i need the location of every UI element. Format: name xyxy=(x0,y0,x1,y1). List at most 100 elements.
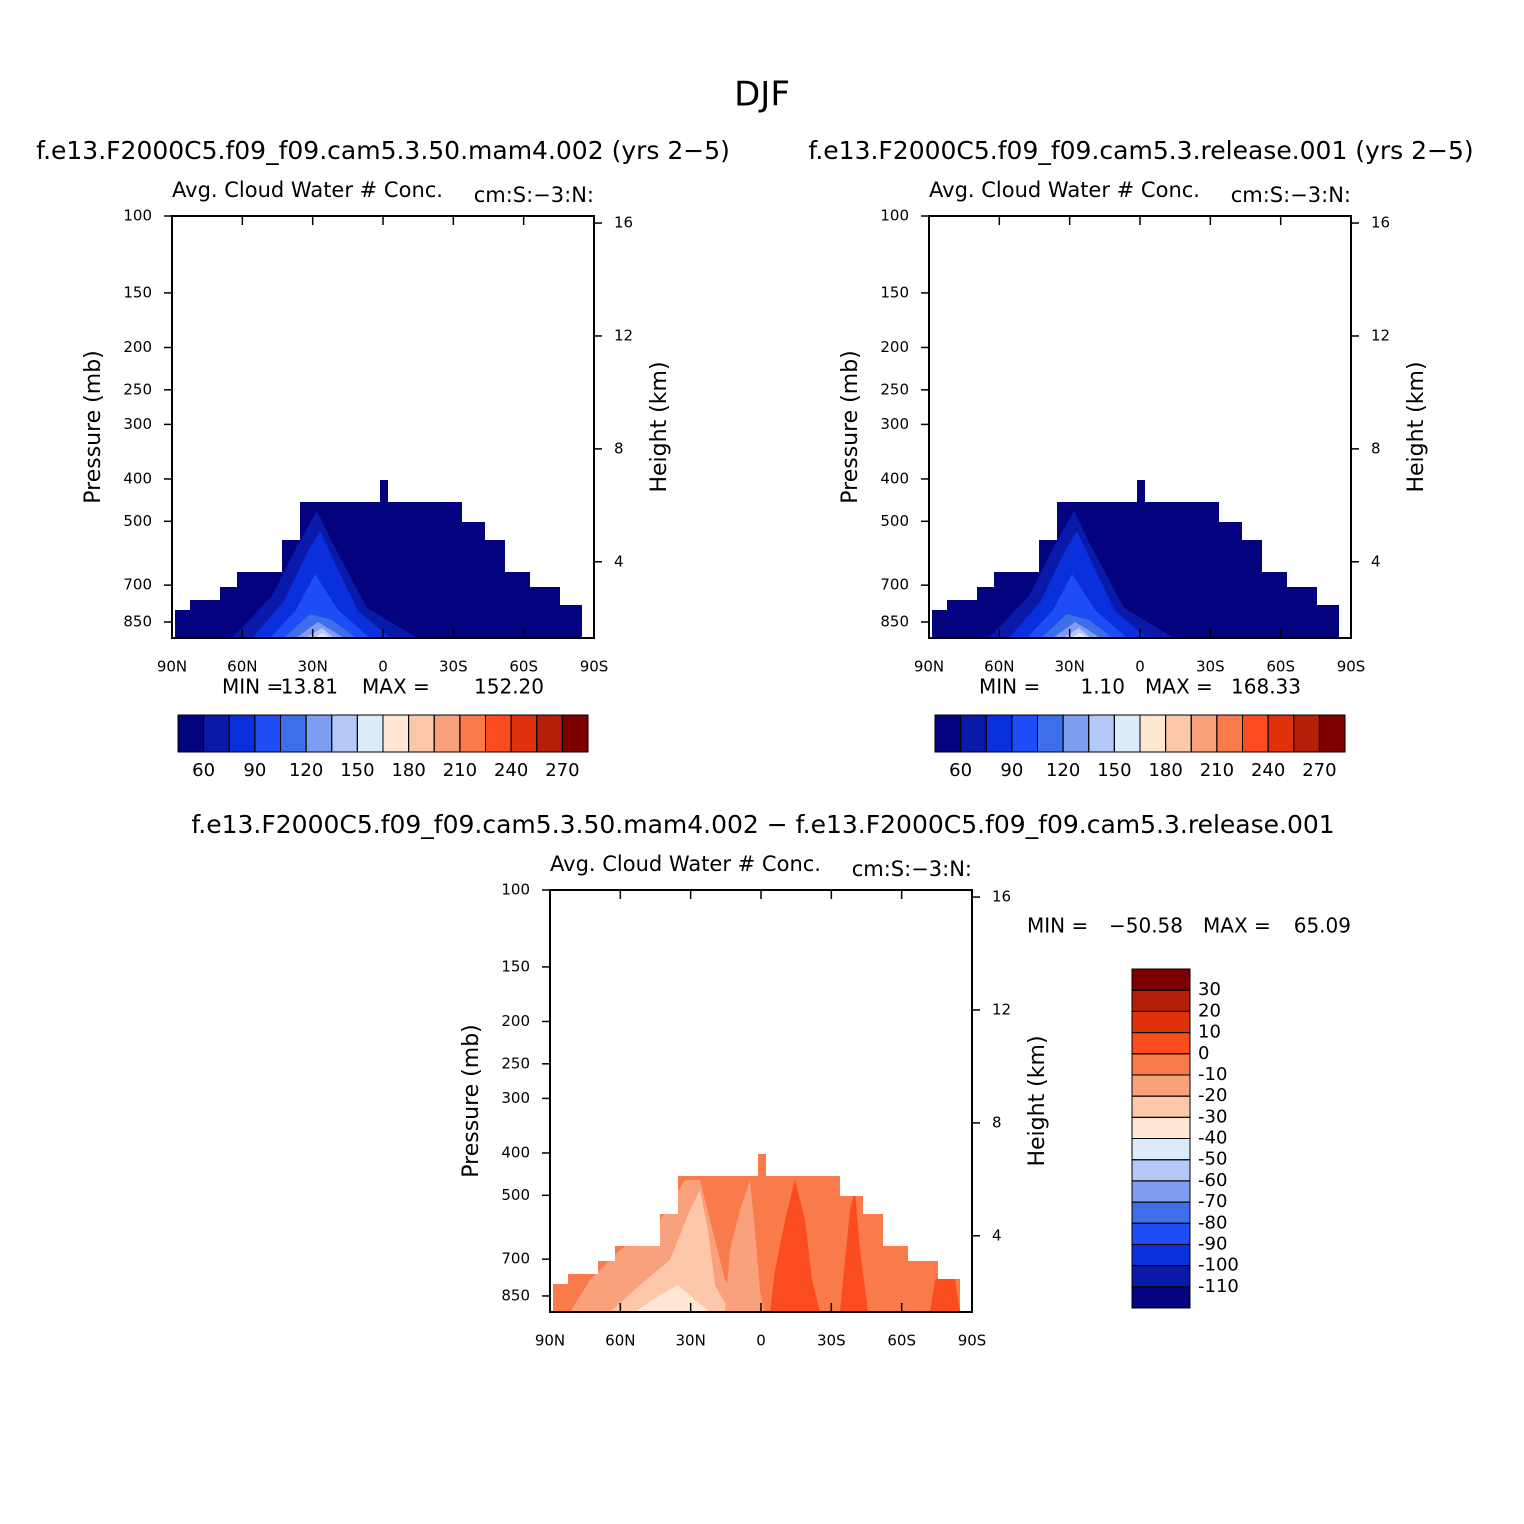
colorbar-box xyxy=(1131,1010,1191,1034)
y-tick-label: 250 xyxy=(880,380,909,398)
y-tick-label: 850 xyxy=(501,1286,530,1304)
colorbar-box xyxy=(1131,1180,1191,1203)
colorbar: 60 90 120 150 180 210 240 270 xyxy=(934,714,1346,781)
colorbar-label: -30 xyxy=(1198,1106,1227,1127)
y2-label-wrap: Height (km) xyxy=(1404,361,1429,492)
x-tick-label: 30N xyxy=(1055,658,1085,676)
y-tick-label: 250 xyxy=(501,1054,530,1072)
colorbar-box xyxy=(1037,714,1064,753)
colorbar-label: 210 xyxy=(443,760,477,781)
stat-value: −50.58 xyxy=(1109,914,1183,938)
colorbar-box xyxy=(331,714,358,753)
colorbar-label: 150 xyxy=(1097,760,1131,781)
colorbar-box xyxy=(485,714,512,753)
y-tick-label: 150 xyxy=(501,957,530,975)
stat-name: MIN = xyxy=(1027,914,1088,938)
y-tick-label: 700 xyxy=(123,576,152,594)
colorbar-box xyxy=(1131,1201,1191,1224)
colorbar-box xyxy=(1267,714,1295,753)
y2-tick-label: 16 xyxy=(992,888,1011,906)
x-tick-label: 30S xyxy=(439,658,468,676)
y-tick-label: 500 xyxy=(880,512,909,530)
y2-label-wrap: Height (km) xyxy=(1025,1035,1050,1166)
colorbar-box xyxy=(1131,1053,1191,1076)
colorbar-label: 240 xyxy=(494,760,528,781)
colorbar-box xyxy=(985,714,1013,753)
colorbar-label: -100 xyxy=(1198,1255,1239,1276)
x-tick-label: 90S xyxy=(958,1332,987,1350)
x-tick-label: 0 xyxy=(756,1332,766,1350)
colorbar-box xyxy=(177,714,205,753)
colorbar-label: -60 xyxy=(1198,1170,1227,1191)
y-axis-label: Pressure (mb) xyxy=(81,350,106,504)
y-tick-label: 700 xyxy=(880,576,909,594)
x-tick-label: 60S xyxy=(887,1332,916,1350)
colorbar-box xyxy=(510,714,538,753)
x-tick-label: 0 xyxy=(378,658,388,676)
colorbar-box xyxy=(1131,1286,1191,1309)
y-tick-label: 200 xyxy=(501,1012,530,1030)
colorbar-box xyxy=(1131,1095,1191,1118)
x-tick-label: 30S xyxy=(817,1332,846,1350)
contour-fill xyxy=(610,1190,730,1312)
x-tick-label: 30N xyxy=(676,1332,706,1350)
y-tick-label: 300 xyxy=(501,1089,530,1107)
stat-value: 1.10 xyxy=(1080,675,1125,699)
y2-tick-label: 8 xyxy=(614,439,624,457)
units: cm:S:−3:N: xyxy=(474,183,594,207)
panel-title: f.e13.F2000C5.f09_f09.cam5.3.release.001… xyxy=(808,136,1473,165)
y2-tick-label: 8 xyxy=(992,1113,1002,1131)
colorbar-box xyxy=(960,714,987,753)
stat-name: MIN = xyxy=(979,675,1040,699)
y2-label-wrap: Height (km) xyxy=(647,361,672,492)
colorbar-label: 60 xyxy=(192,760,215,781)
colorbar-box xyxy=(305,714,333,753)
colorbar-box xyxy=(1293,714,1320,753)
x-tick-label: 60N xyxy=(227,658,257,676)
colorbar-box xyxy=(254,714,281,753)
panel-title: f.e13.F2000C5.f09_f09.cam5.3.50.mam4.002… xyxy=(191,810,1334,839)
contour-fill xyxy=(725,1180,764,1312)
colorbar-box xyxy=(1131,1138,1191,1161)
colorbar-label: 90 xyxy=(243,760,266,781)
contour-fill xyxy=(1071,633,1087,638)
y-tick-label: 150 xyxy=(123,283,152,301)
colorbar-box xyxy=(1131,1074,1191,1097)
y-tick-label: 400 xyxy=(123,469,152,487)
x-tick-label: 90N xyxy=(535,1332,565,1350)
contour-fill xyxy=(1027,574,1127,638)
y-tick-label: 100 xyxy=(123,207,152,225)
colorbar-box xyxy=(1131,1222,1191,1245)
y-tick-label: 300 xyxy=(123,415,152,433)
contour-fill xyxy=(930,1270,960,1312)
subtitle: Avg. Cloud Water # Conc. xyxy=(172,178,443,202)
y-tick-label: 250 xyxy=(123,380,152,398)
colorbar-label: 10 xyxy=(1198,1022,1221,1043)
x-tick-label: 90S xyxy=(1337,658,1366,676)
colorbar-label: -40 xyxy=(1198,1128,1227,1149)
y-tick-label: 500 xyxy=(123,512,152,530)
y2-tick-label: 4 xyxy=(992,1226,1002,1244)
colorbar-label: 120 xyxy=(1046,760,1080,781)
stat-name: MAX = xyxy=(1203,914,1271,938)
x-tick-label: 90N xyxy=(157,658,187,676)
colorbar-label: -20 xyxy=(1198,1085,1227,1106)
units: cm:S:−3:N: xyxy=(1231,183,1351,207)
colorbar-label: -50 xyxy=(1198,1149,1227,1170)
colorbar-box xyxy=(1088,714,1115,753)
panel: Avg. Cloud Water # Conc. cm:S:−3:N: Pressu… xyxy=(459,852,1050,1350)
colorbar-box xyxy=(382,714,410,753)
colorbar: 60 90 120 150 180 210 240 270 xyxy=(177,714,589,781)
colorbar-label: 60 xyxy=(949,760,972,781)
panel-title: f.e13.F2000C5.f09_f09.cam5.3.50.mam4.002… xyxy=(36,136,730,165)
x-tick-label: 30N xyxy=(298,658,328,676)
colorbar-box xyxy=(1131,989,1191,1012)
colorbar-box xyxy=(536,714,563,753)
y2-axis-label: Height (km) xyxy=(1404,361,1429,492)
stat-value: 168.33 xyxy=(1231,675,1301,699)
x-tick-label: 60S xyxy=(509,658,538,676)
colorbar-box xyxy=(1242,714,1269,753)
colorbar-box xyxy=(934,714,962,753)
colorbar: -110-100-90-80-70-60-50-40-30-20-1001020… xyxy=(1131,968,1239,1309)
